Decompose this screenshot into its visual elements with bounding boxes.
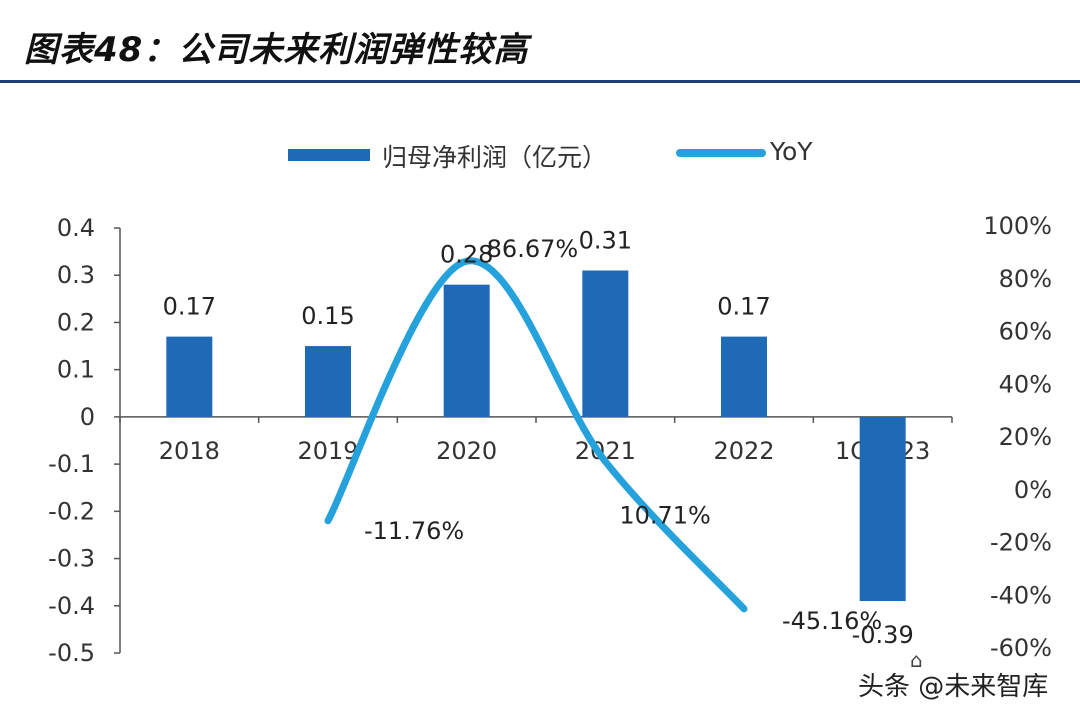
bar-2020 [443, 284, 490, 417]
x-tick-label: 2022 [713, 437, 774, 465]
legend-bar-swatch [288, 149, 370, 161]
right-tick-label: -20% [990, 529, 1052, 557]
right-tick-label: 40% [999, 370, 1052, 398]
yoy-label: 86.67% [487, 235, 579, 263]
bar-label: 0.17 [717, 293, 770, 321]
x-tick-label: 2020 [436, 437, 497, 465]
left-tick-label: -0.3 [48, 545, 95, 573]
legend-bar-label: 归母净利润（亿元） [382, 143, 607, 172]
right-tick-label: -40% [990, 581, 1052, 609]
watermark: 头条 @未来智库 [858, 672, 1049, 702]
legend-line-label: YoY [769, 137, 813, 166]
left-tick-label: 0.2 [57, 308, 95, 336]
yoy-label: 10.71% [619, 502, 711, 530]
left-tick-label: 0 [80, 403, 95, 431]
left-tick-label: -0.4 [48, 592, 95, 620]
bar-2019 [305, 346, 351, 417]
yoy-line [324, 257, 748, 613]
bar-1Q2023 [859, 416, 906, 602]
bar-label: 0.31 [579, 227, 632, 255]
left-tick-label: -0.2 [48, 497, 95, 525]
x-tick-label: 2019 [297, 437, 358, 465]
bar-label: 0.17 [163, 293, 216, 321]
yoy-label: -45.16% [782, 607, 882, 635]
legend: 归母净利润（亿元） YoY [288, 137, 813, 172]
right-tick-label: 100% [983, 212, 1052, 240]
left-tick-label: 0.3 [57, 261, 95, 289]
bar-2022 [721, 336, 767, 417]
right-tick-label: 60% [999, 318, 1052, 346]
right-tick-label: -60% [990, 634, 1052, 662]
bar-2018 [166, 336, 213, 417]
bar-label: 0.28 [440, 241, 493, 269]
left-tick-label: 0.4 [57, 214, 95, 242]
yoy-label: -11.76% [364, 517, 464, 545]
title-divider [0, 80, 1080, 83]
bar-2021 [582, 270, 629, 417]
right-tick-label: 0% [1014, 476, 1052, 504]
left-tick-label: -0.1 [48, 450, 95, 478]
bar-label: -0.39 [852, 621, 914, 649]
right-tick-label: 80% [999, 265, 1052, 293]
bar-label: 0.15 [301, 302, 354, 330]
left-tick-label: -0.5 [48, 639, 95, 667]
right-tick-label: 20% [999, 423, 1052, 451]
wechat-bubble-icon: ⌂ [910, 648, 923, 672]
left-tick-label: 0.1 [57, 356, 95, 384]
x-tick-label: 2018 [159, 437, 220, 465]
chart-title: 图表48：公司未来利润弹性较高 [24, 30, 529, 70]
